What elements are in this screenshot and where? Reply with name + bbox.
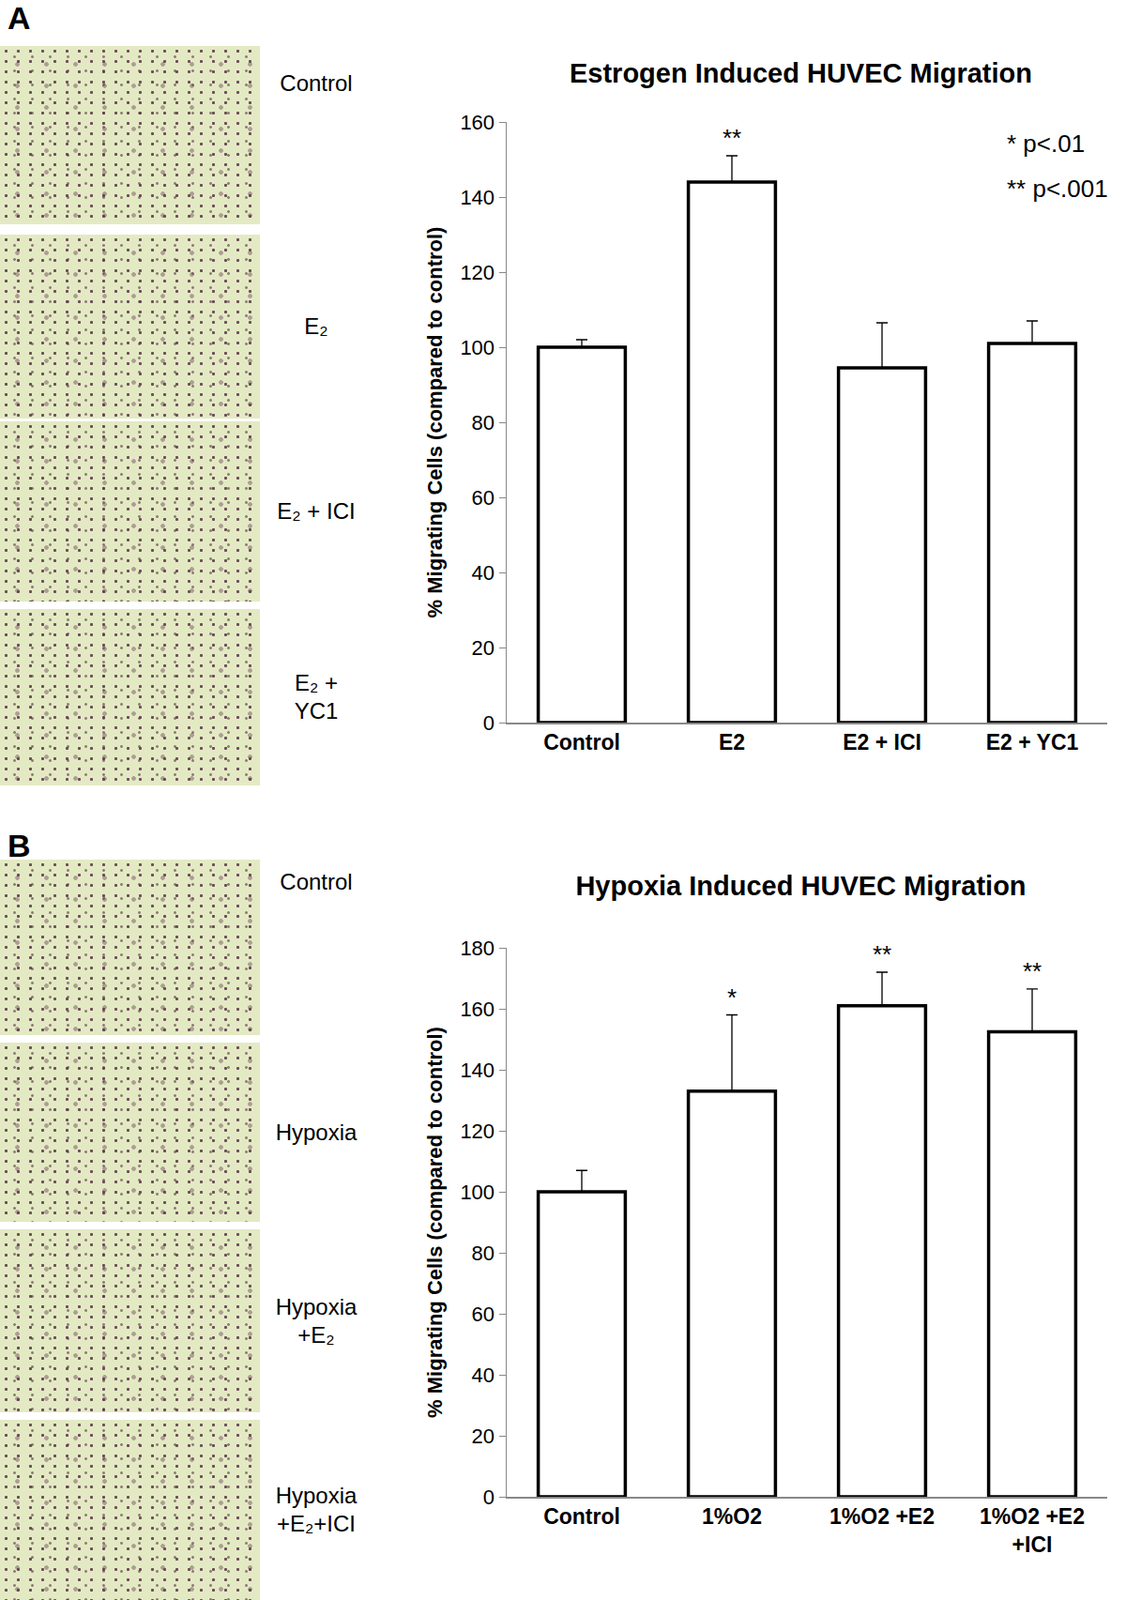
html-text:A: A xyxy=(7,0,31,36)
html-text:YC1: YC1 xyxy=(294,698,339,724)
svg-text:1%O2 +E2: 1%O2 +E2 xyxy=(829,1504,935,1529)
html-text:Control: Control xyxy=(279,70,353,96)
svg-text:0: 0 xyxy=(483,711,495,735)
svg-text:20: 20 xyxy=(471,636,495,660)
svg-text:E2 + YC1: E2 + YC1 xyxy=(986,730,1080,755)
html-text:B: B xyxy=(7,827,31,864)
svg-text:160: 160 xyxy=(459,110,495,135)
svg-text:** p<.001: ** p<.001 xyxy=(1006,174,1109,203)
svg-text:% Migrating Cells (compared to: % Migrating Cells (compared to control) xyxy=(423,1026,447,1418)
html-text:Hypoxia: Hypoxia xyxy=(275,1118,357,1145)
svg-text:E2 + ICI: E2 + ICI xyxy=(842,730,922,755)
svg-text:Hypoxia Induced HUVEC Migratio: Hypoxia Induced HUVEC Migration xyxy=(575,870,1026,901)
svg-text:140: 140 xyxy=(459,185,495,210)
html-text:Hypoxia: Hypoxia xyxy=(275,1293,357,1319)
svg-text:160: 160 xyxy=(459,997,495,1021)
html-text:E₂ +: E₂ + xyxy=(294,669,338,696)
svg-text:60: 60 xyxy=(471,486,495,510)
svg-text:Control: Control xyxy=(543,1504,621,1529)
svg-text:E2: E2 xyxy=(718,730,746,755)
svg-text:**: ** xyxy=(872,940,892,969)
svg-text:60: 60 xyxy=(471,1302,495,1326)
html-text:Control: Control xyxy=(279,868,353,894)
svg-text:40: 40 xyxy=(471,561,495,585)
svg-text:* p<.01: * p<.01 xyxy=(1006,129,1085,158)
svg-text:180: 180 xyxy=(459,936,495,960)
svg-text:1%O2: 1%O2 xyxy=(701,1504,762,1529)
svg-text:140: 140 xyxy=(459,1058,495,1082)
svg-text:% Migrating Cells (compared to: % Migrating Cells (compared to control) xyxy=(423,227,447,619)
svg-text:Estrogen Induced HUVEC Migrati: Estrogen Induced HUVEC Migration xyxy=(569,58,1033,89)
html-text:E₂: E₂ xyxy=(304,313,329,339)
svg-text:100: 100 xyxy=(459,1180,495,1204)
svg-text:**: ** xyxy=(1022,957,1042,986)
svg-text:**: ** xyxy=(722,123,742,153)
html-text:E₂ + ICI: E₂ + ICI xyxy=(277,498,356,524)
svg-text:1%O2 +E2+ICI: 1%O2 +E2+ICI xyxy=(979,1504,1085,1557)
html-text:Hypoxia: Hypoxia xyxy=(275,1482,357,1508)
html-text:+E₂+ICI: +E₂+ICI xyxy=(276,1510,356,1537)
svg-text:20: 20 xyxy=(471,1424,495,1448)
svg-text:120: 120 xyxy=(459,260,495,285)
svg-text:80: 80 xyxy=(471,1241,495,1265)
html-text:+E₂: +E₂ xyxy=(297,1321,335,1347)
svg-text:40: 40 xyxy=(471,1363,495,1387)
svg-text:0: 0 xyxy=(483,1485,495,1509)
svg-text:*: * xyxy=(727,983,737,1012)
svg-text:120: 120 xyxy=(459,1119,495,1143)
svg-text:100: 100 xyxy=(459,335,495,360)
svg-text:Control: Control xyxy=(543,730,621,755)
svg-text:80: 80 xyxy=(471,410,495,435)
